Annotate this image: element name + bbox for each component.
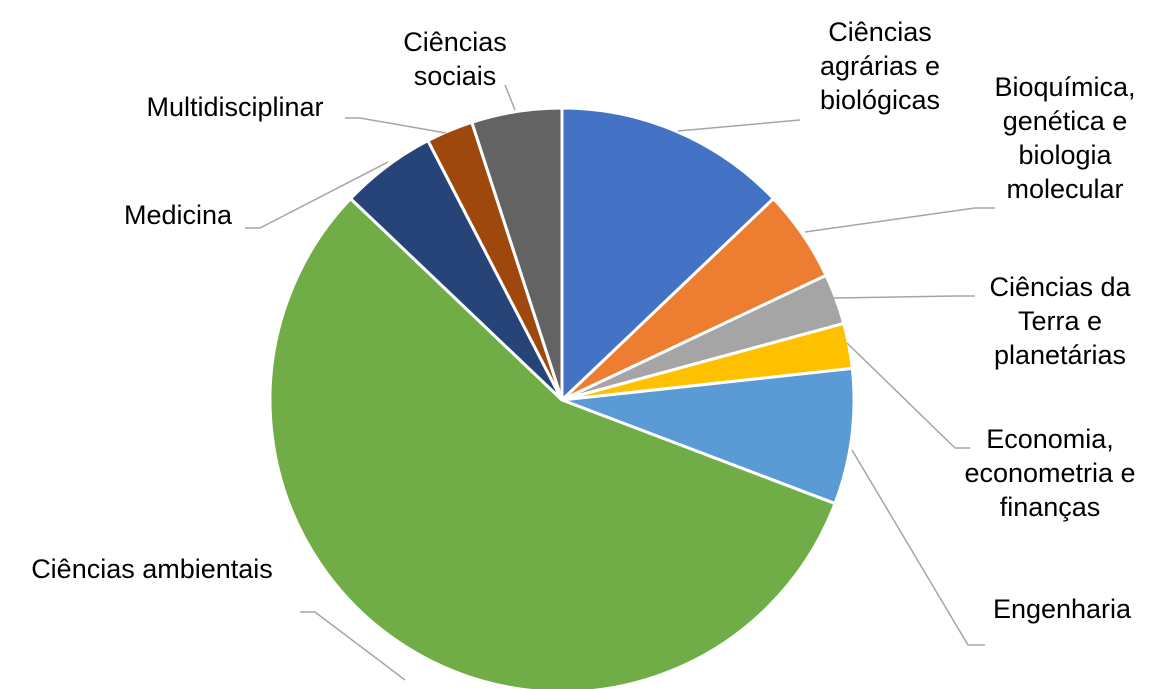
leader-line (832, 295, 975, 299)
slice-label: Ciências ambientais (31, 554, 273, 584)
leader-line (846, 342, 970, 449)
leader-line (677, 119, 801, 132)
slice-label: Engenharia (992, 594, 1132, 624)
leader-line (245, 161, 389, 229)
pie-slice (268, 196, 837, 689)
slice-label: Medicina (123, 200, 233, 230)
pie-slice (561, 366, 856, 506)
slice-label: Bioquímica, genética e biologia molecula… (994, 72, 1136, 204)
leader-line (851, 449, 985, 646)
leader-line (345, 117, 447, 134)
slice-label: Ciências da Terra e planetárias (989, 272, 1131, 370)
leader-line (504, 84, 516, 111)
slice-label: Multidisciplinar (146, 92, 324, 122)
slice-label: Ciências sociais (403, 27, 507, 91)
leader-line (804, 207, 995, 233)
slice-label: Economia, econometria e finanças (964, 424, 1136, 522)
leader-line (300, 611, 406, 681)
pie-slice (469, 106, 564, 401)
pie-slice (560, 106, 776, 404)
slice-label: Ciências agrárias e biológicas (819, 17, 941, 115)
